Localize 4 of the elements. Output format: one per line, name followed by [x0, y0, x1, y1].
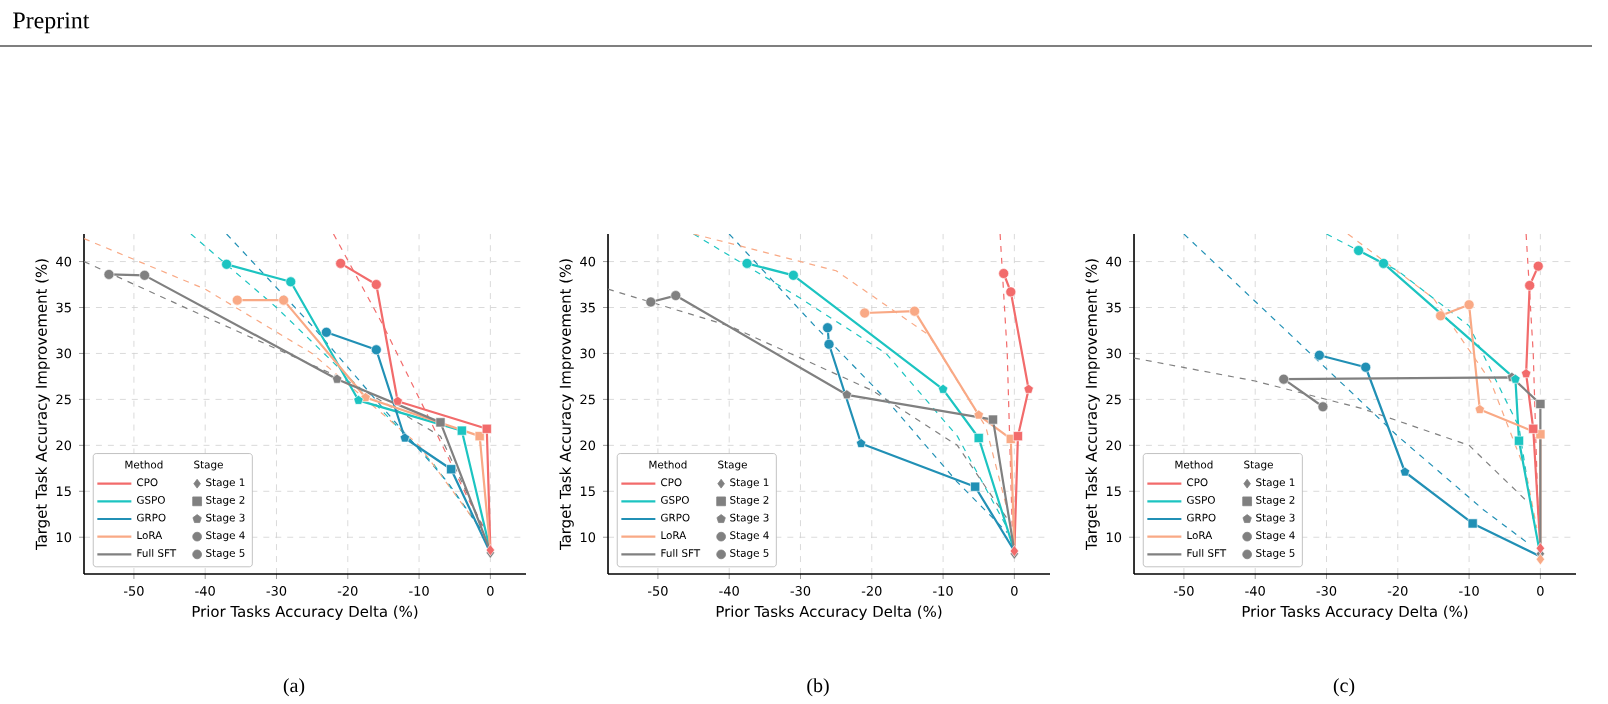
text: (c)	[1333, 678, 1355, 697]
text: (b)	[807, 678, 829, 697]
text: Preprint	[13, 12, 90, 34]
text: (a)	[283, 678, 305, 697]
